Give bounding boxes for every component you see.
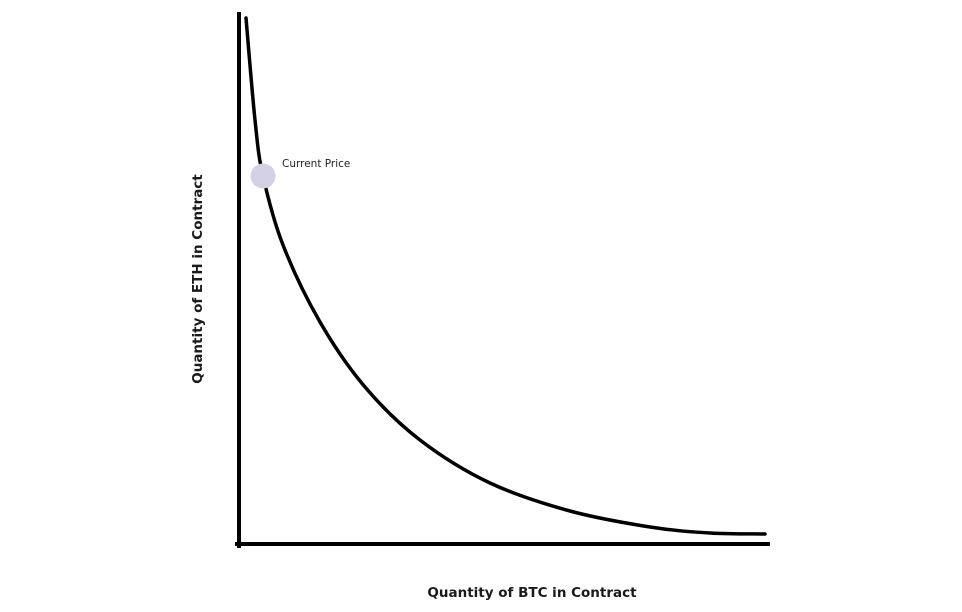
x-axis-title: Quantity of BTC in Contract bbox=[427, 585, 637, 601]
constant-product-curve bbox=[244, 16, 767, 536]
current-price-label: Current Price bbox=[282, 158, 350, 170]
current-price-marker bbox=[250, 163, 276, 189]
y-axis-title: Quantity of ETH in Contract bbox=[190, 174, 206, 384]
